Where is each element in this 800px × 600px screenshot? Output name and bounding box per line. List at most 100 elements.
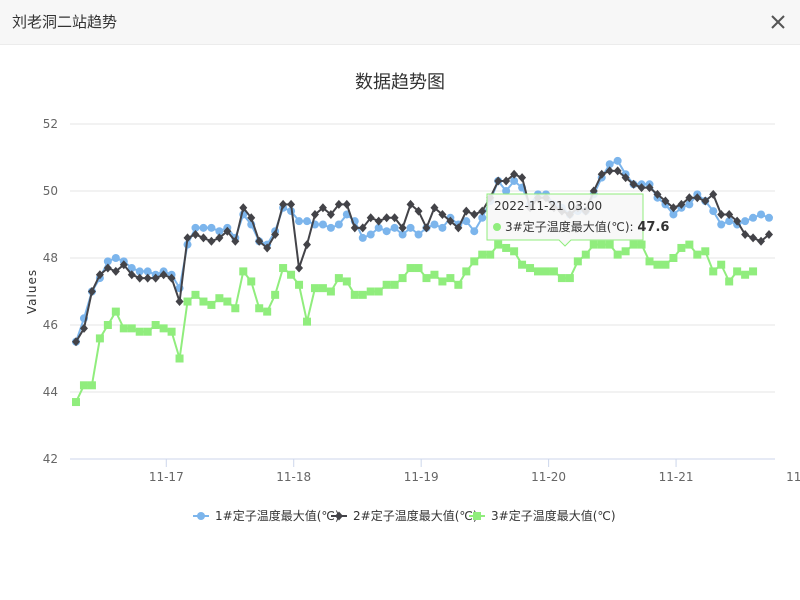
data-point	[127, 270, 136, 280]
data-point	[143, 273, 152, 283]
series-line	[75, 159, 770, 343]
data-point	[358, 223, 367, 233]
data-point	[541, 267, 550, 276]
close-button[interactable]	[764, 8, 792, 36]
data-point	[422, 274, 431, 283]
data-point	[318, 284, 327, 293]
data-point	[446, 216, 455, 226]
data-point	[494, 176, 503, 186]
data-point	[717, 220, 726, 229]
y-axis-ticks: 42 44 46 48 50 52	[43, 117, 58, 466]
legend-label: 1#定子温度最大值(℃)	[215, 508, 340, 523]
data-point	[215, 294, 224, 303]
data-point	[470, 209, 479, 219]
data-point	[749, 233, 758, 243]
data-point	[621, 247, 630, 256]
legend-item: 1#定子温度最大值(℃)	[193, 508, 340, 523]
data-point	[310, 284, 319, 293]
data-point	[95, 334, 104, 343]
data-point	[693, 193, 702, 203]
data-point	[207, 236, 216, 246]
data-point	[366, 230, 375, 239]
data-point	[765, 230, 773, 240]
data-point	[470, 227, 479, 236]
data-point	[358, 233, 367, 242]
data-point	[725, 209, 734, 219]
legend-label: 2#定子温度最大值(℃)	[353, 508, 478, 523]
data-point	[741, 217, 750, 226]
data-point	[502, 187, 511, 195]
data-point	[191, 290, 200, 299]
data-point	[263, 307, 272, 316]
data-point	[749, 267, 758, 276]
data-point	[653, 189, 662, 199]
tooltip-marker	[493, 223, 501, 231]
y-axis-title: Values	[25, 269, 39, 314]
data-point	[573, 257, 582, 266]
y-tick-label: 52	[43, 117, 58, 131]
data-point	[709, 207, 718, 216]
data-point	[430, 270, 439, 279]
data-point	[207, 300, 216, 309]
data-point	[207, 223, 216, 232]
data-point	[406, 264, 415, 273]
data-point	[183, 233, 192, 243]
data-point	[446, 274, 455, 283]
data-point	[310, 209, 319, 219]
series-line	[75, 169, 770, 343]
data-point	[454, 280, 463, 289]
data-point	[478, 213, 487, 222]
data-point	[565, 274, 574, 283]
y-tick-label: 46	[43, 318, 58, 332]
data-point	[470, 257, 479, 266]
data-point	[733, 267, 742, 276]
data-point	[486, 250, 495, 259]
data-point	[749, 213, 758, 222]
data-point	[119, 324, 128, 333]
data-point	[255, 236, 264, 246]
data-point	[725, 217, 734, 226]
data-point	[589, 186, 598, 196]
data-point	[669, 203, 678, 213]
x-tick-label: 11-17	[149, 470, 184, 484]
data-point	[279, 199, 288, 209]
data-point	[518, 260, 527, 269]
data-point	[231, 304, 240, 313]
data-point	[119, 260, 128, 270]
data-point	[765, 213, 773, 222]
data-point	[414, 264, 423, 273]
data-point	[295, 263, 304, 273]
data-point	[438, 209, 447, 219]
data-point	[366, 213, 375, 223]
data-point	[79, 323, 88, 333]
data-point	[159, 324, 168, 333]
data-point	[95, 270, 104, 280]
data-point	[159, 270, 168, 280]
data-point	[374, 287, 383, 296]
data-point	[358, 290, 367, 299]
data-point	[597, 169, 606, 179]
data-point	[613, 156, 622, 165]
data-point	[239, 267, 248, 276]
data-point	[637, 240, 646, 249]
data-point	[430, 203, 439, 213]
data-point	[701, 196, 710, 206]
legend-item: 2#定子温度最大值(℃)	[331, 508, 478, 523]
data-point	[127, 324, 136, 333]
data-point	[103, 263, 112, 273]
data-point	[414, 230, 423, 239]
data-point	[183, 297, 192, 306]
data-point	[326, 223, 335, 232]
data-point	[462, 206, 471, 216]
tooltip-box	[486, 193, 644, 247]
data-point	[406, 223, 415, 232]
data-point	[589, 240, 598, 249]
data-point	[478, 206, 487, 216]
data-point	[191, 230, 200, 240]
close-icon	[771, 15, 785, 29]
data-point	[318, 220, 327, 229]
data-point	[422, 223, 431, 233]
y-tick-label: 44	[43, 385, 58, 399]
data-point	[438, 277, 447, 286]
data-point	[510, 247, 519, 256]
